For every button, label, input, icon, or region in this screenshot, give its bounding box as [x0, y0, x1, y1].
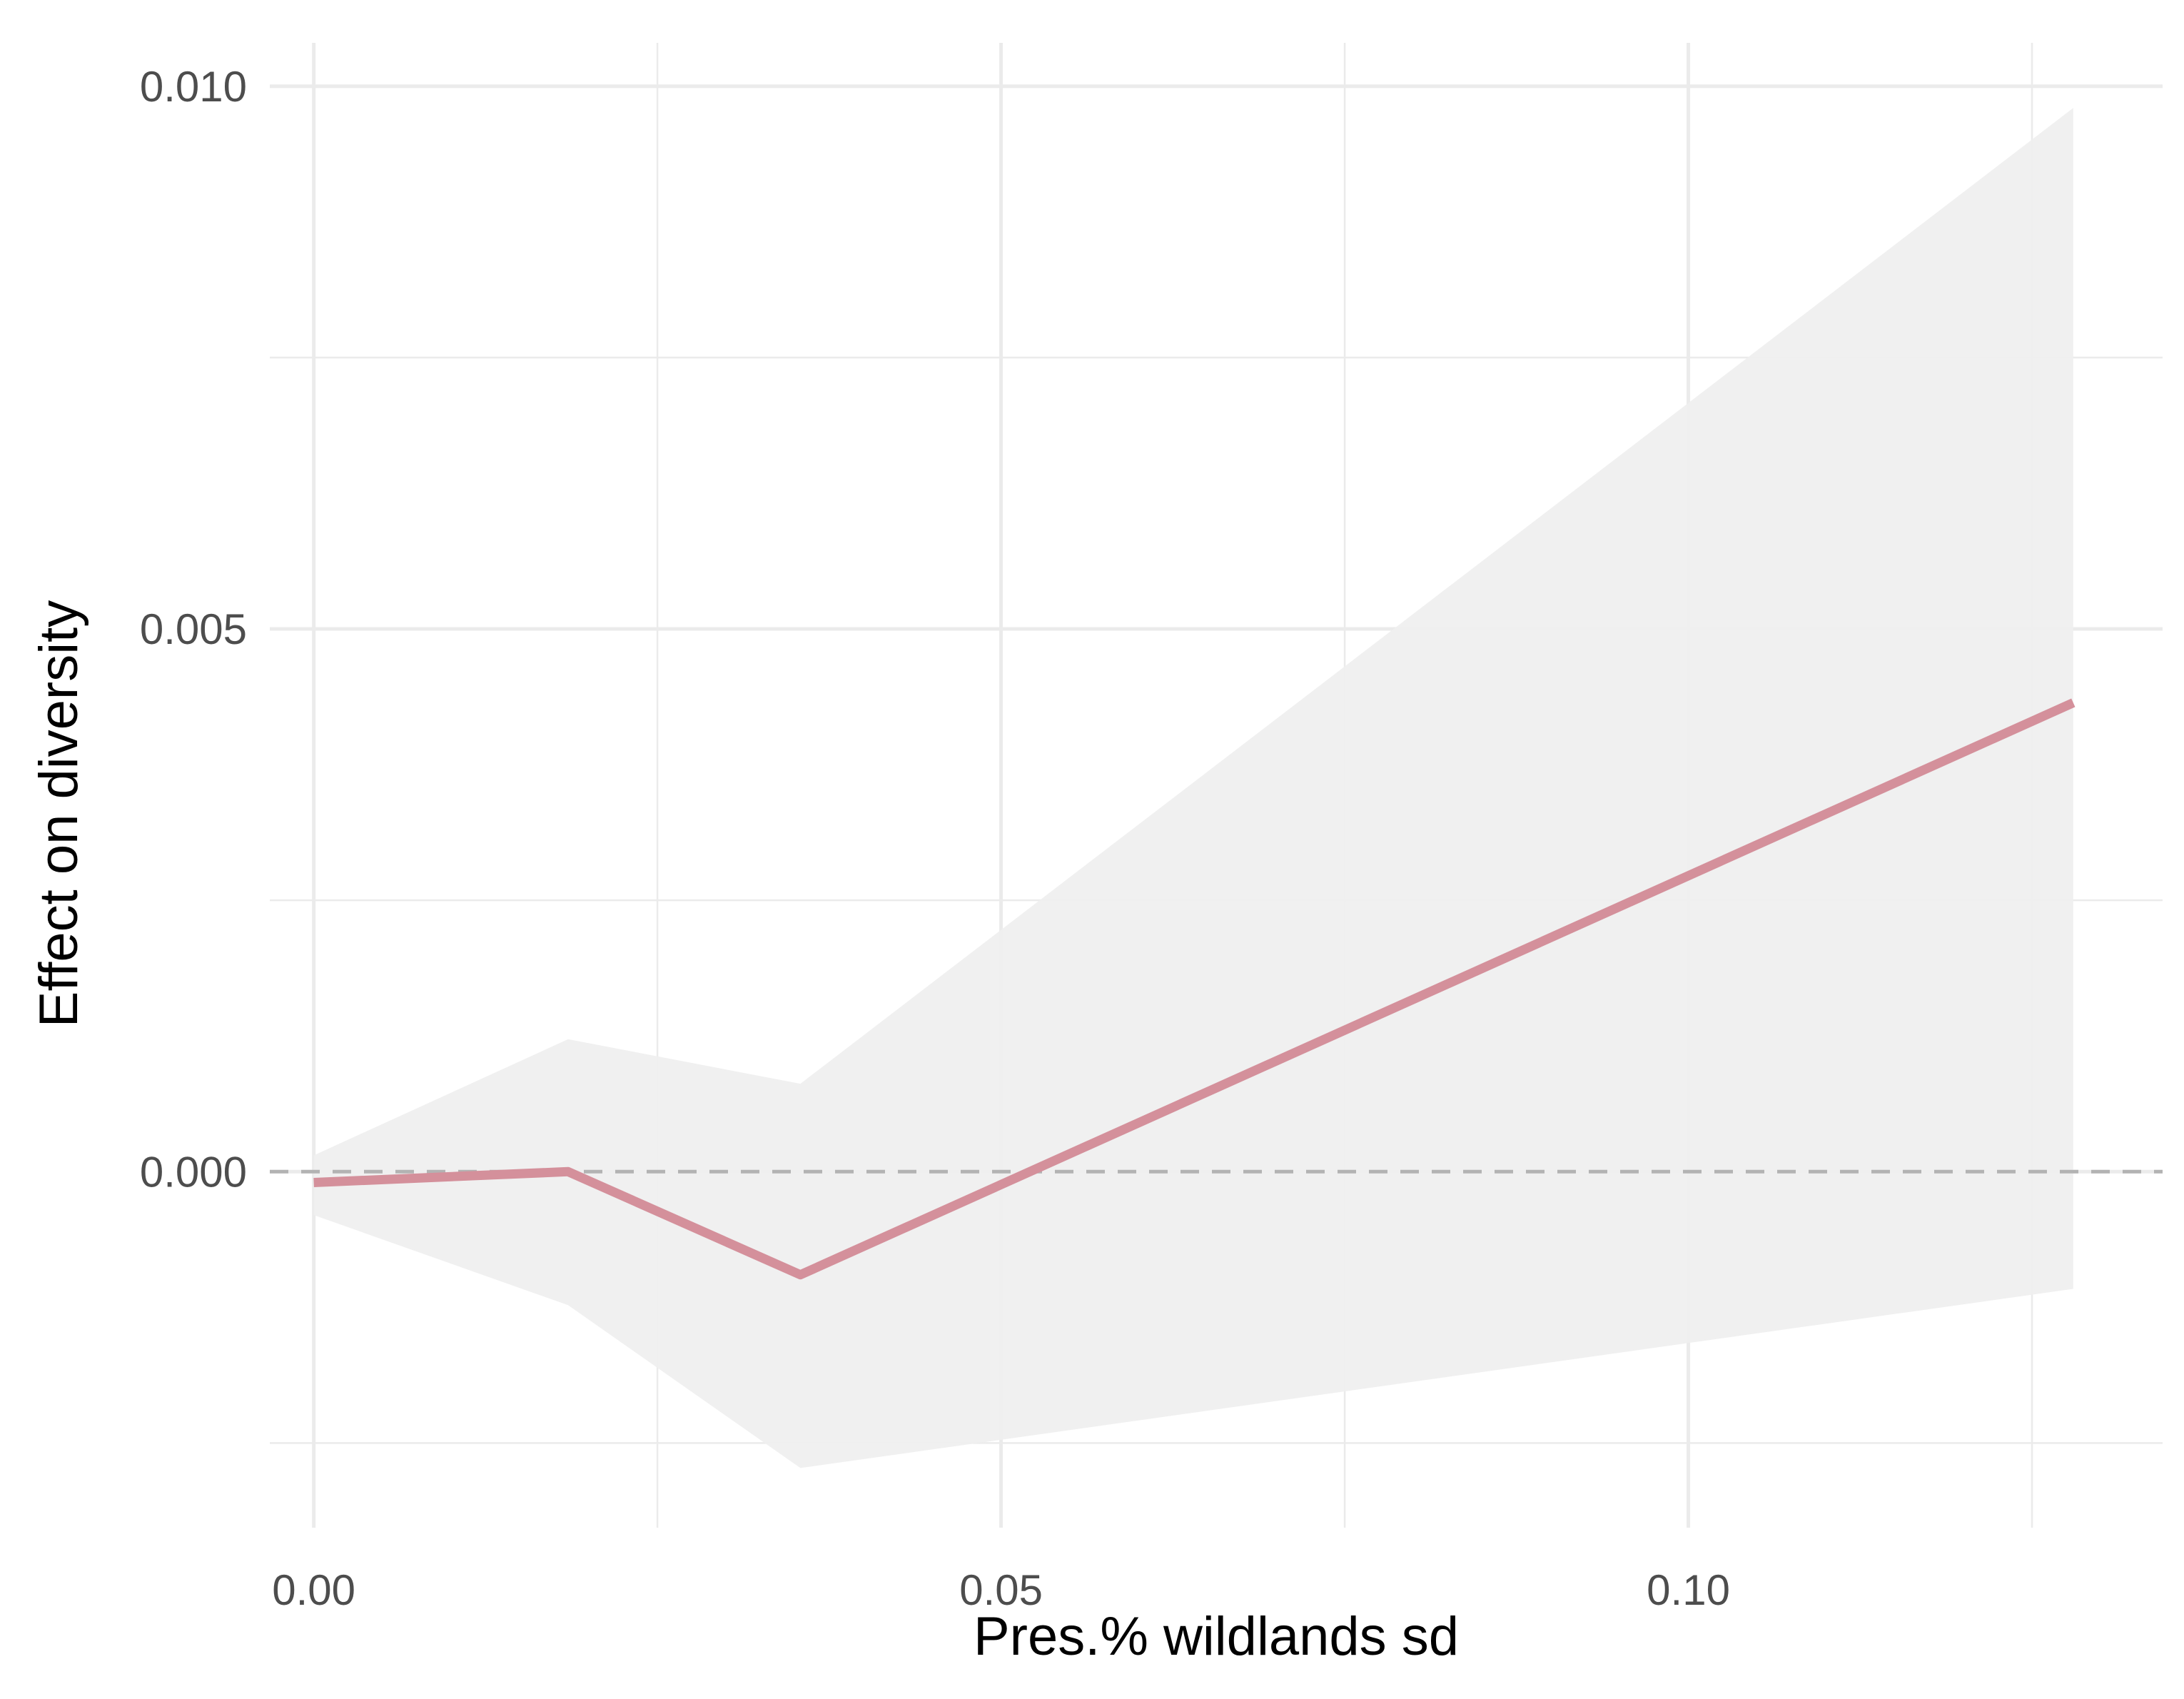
- series-line: [313, 698, 2076, 1280]
- y-tick-label: 0.005: [140, 605, 247, 653]
- tick-label-layer: 0.00 0.05 0.10 0.000 0.005 0.010: [140, 63, 1730, 1614]
- x-tick-label: 0.05: [959, 1566, 1043, 1614]
- y-axis-title: Effect on diversity: [29, 600, 89, 1027]
- x-axis-title: Pres.% wildlands sd: [974, 1606, 1459, 1667]
- y-tick-label: 0.010: [140, 63, 247, 111]
- x-tick-label: 0.00: [272, 1566, 355, 1614]
- series-line-layer: [313, 698, 2076, 1280]
- x-tick-label: 0.10: [1647, 1566, 1730, 1614]
- y-tick-label: 0.000: [140, 1148, 247, 1196]
- confidence-ribbon-layer: [313, 108, 2073, 1468]
- confidence-ribbon: [313, 108, 2073, 1468]
